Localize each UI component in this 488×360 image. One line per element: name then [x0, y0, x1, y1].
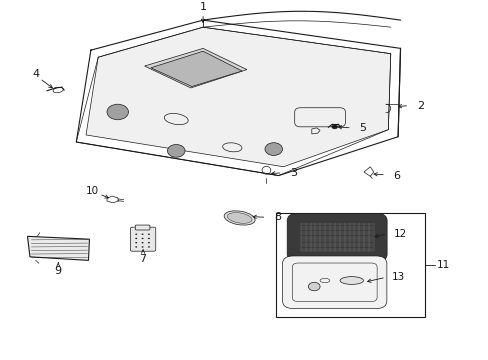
FancyBboxPatch shape [135, 225, 150, 230]
Polygon shape [27, 237, 89, 260]
Circle shape [148, 234, 150, 235]
Text: 12: 12 [393, 229, 406, 239]
Text: 9: 9 [55, 266, 61, 276]
Circle shape [142, 238, 143, 239]
Text: 7: 7 [139, 254, 146, 264]
Text: 5: 5 [359, 123, 366, 133]
Circle shape [148, 246, 150, 248]
Text: 6: 6 [393, 171, 400, 181]
Text: 4: 4 [32, 69, 40, 79]
Text: 2: 2 [417, 100, 424, 111]
Circle shape [308, 282, 320, 291]
Circle shape [135, 238, 137, 239]
Circle shape [264, 143, 282, 156]
Circle shape [142, 234, 143, 235]
Polygon shape [86, 27, 390, 167]
Circle shape [135, 242, 137, 243]
Text: 10: 10 [85, 186, 99, 196]
Polygon shape [144, 48, 246, 88]
Circle shape [107, 104, 128, 120]
Text: 8: 8 [273, 212, 280, 222]
Circle shape [135, 234, 137, 235]
Circle shape [142, 246, 143, 248]
Text: 3: 3 [290, 168, 297, 178]
Text: 11: 11 [436, 260, 449, 270]
Circle shape [148, 238, 150, 239]
FancyBboxPatch shape [286, 213, 386, 261]
Polygon shape [151, 51, 242, 86]
FancyBboxPatch shape [130, 227, 156, 251]
Circle shape [167, 144, 184, 157]
Circle shape [135, 246, 137, 248]
Text: 13: 13 [391, 272, 405, 282]
FancyBboxPatch shape [282, 256, 386, 309]
Ellipse shape [224, 211, 255, 225]
Circle shape [331, 125, 337, 129]
Ellipse shape [339, 276, 363, 284]
Ellipse shape [227, 213, 251, 223]
Text: 1: 1 [199, 2, 206, 12]
Circle shape [142, 242, 143, 243]
Circle shape [148, 242, 150, 243]
